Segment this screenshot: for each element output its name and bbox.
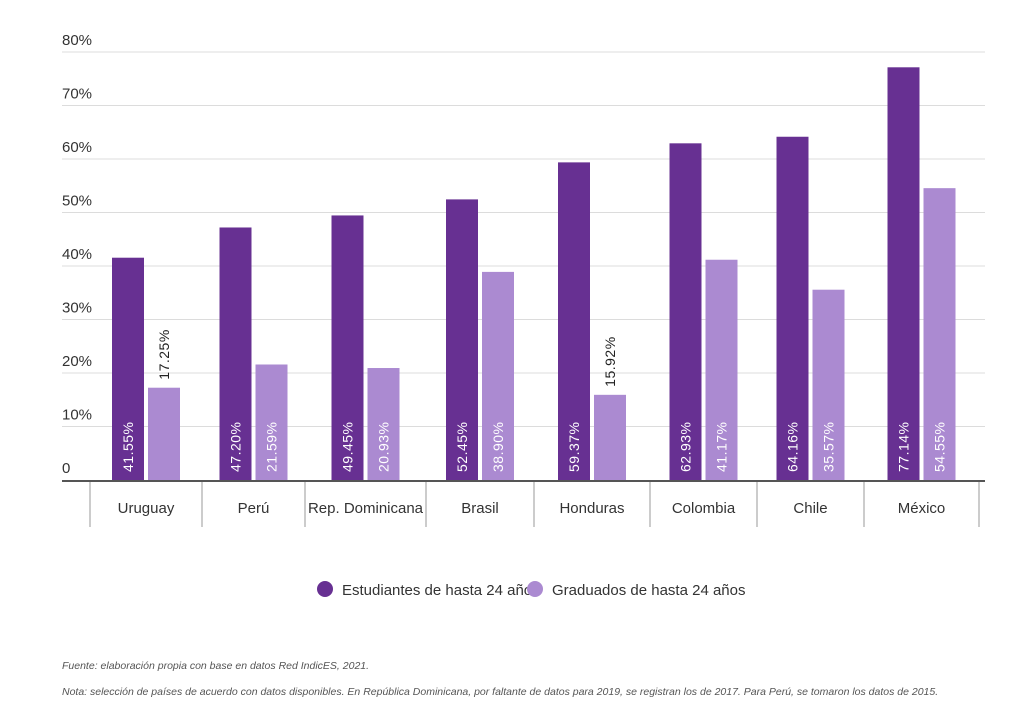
legend: Estudiantes de hasta 24 años Graduados de… xyxy=(317,581,745,599)
data-label: 20.93% xyxy=(376,422,392,472)
data-label: 21.59% xyxy=(264,422,280,472)
bar-estudiantes xyxy=(446,199,478,480)
x-tick-label: México xyxy=(898,500,946,517)
bar-graduados xyxy=(255,364,288,480)
data-label: 64.16% xyxy=(785,422,801,472)
data-label: 77.14% xyxy=(896,422,912,472)
bar-graduados xyxy=(812,289,845,480)
data-label: 59.37% xyxy=(566,422,582,472)
data-label: 38.90% xyxy=(490,422,506,472)
bar-estudiantes xyxy=(669,143,702,480)
bar-graduados xyxy=(594,394,626,480)
bar-estudiantes xyxy=(776,136,809,480)
bar-graduados xyxy=(923,188,956,480)
y-tick-label: 0 xyxy=(62,460,70,477)
x-axis xyxy=(62,480,985,527)
y-tick-label: 70% xyxy=(62,86,92,103)
data-label: 49.45% xyxy=(340,422,356,472)
legend-swatch xyxy=(527,581,543,597)
bar-graduados xyxy=(482,271,514,480)
y-tick-label: 40% xyxy=(62,246,92,263)
x-tick-label: Colombia xyxy=(672,500,736,517)
bar-graduados xyxy=(367,368,400,480)
data-label: 41.17% xyxy=(714,422,730,472)
x-tick-label: Rep. Dominicana xyxy=(308,500,424,517)
x-tick-label: Perú xyxy=(238,500,270,517)
y-tick-label: 20% xyxy=(62,353,92,370)
bar-estudiantes xyxy=(112,257,144,480)
y-tick-label: 80% xyxy=(62,32,92,49)
data-label: 35.57% xyxy=(821,422,837,472)
data-label: 54.55% xyxy=(932,422,948,472)
bars: 41.55% 17.25% 47.20% 21.59% 49.45% 20.93% 52.4… xyxy=(112,67,956,481)
legend-label: Estudiantes de hasta 24 años xyxy=(342,582,540,599)
source-note: Fuente: elaboración propia con base en d… xyxy=(62,660,370,672)
data-label: 47.20% xyxy=(228,422,244,472)
x-tick-label: Chile xyxy=(793,500,827,517)
y-tick-label: 30% xyxy=(62,300,92,317)
data-label: 15.92% xyxy=(602,336,618,386)
x-tick-label: Honduras xyxy=(559,500,624,517)
bar-graduados xyxy=(705,259,738,480)
data-label: 62.93% xyxy=(678,422,694,472)
y-tick-label: 60% xyxy=(62,139,92,156)
data-label: 52.45% xyxy=(454,422,470,472)
data-label: 41.55% xyxy=(120,422,136,472)
gridlines xyxy=(62,51,985,427)
bar-estudiantes xyxy=(887,67,920,481)
bar-estudiantes xyxy=(219,227,252,480)
data-label: 17.25% xyxy=(156,329,172,379)
x-tick-label: Uruguay xyxy=(118,500,175,517)
y-tick-label: 10% xyxy=(62,407,92,424)
y-tick-label: 50% xyxy=(62,193,92,210)
bar-estudiantes xyxy=(558,162,590,481)
methodology-note: Nota: selección de países de acuerdo con… xyxy=(62,686,939,698)
x-axis-ticks: Uruguay Perú Rep. Dominicana Brasil Honduras… xyxy=(118,500,946,517)
x-tick-label: Brasil xyxy=(461,500,499,517)
legend-swatch xyxy=(317,581,333,597)
bar-estudiantes xyxy=(331,215,364,480)
bar-graduados xyxy=(148,387,180,480)
y-axis-ticks: 0 10% 20% 30% 40% 50% 60% 70% 80% xyxy=(62,32,92,477)
legend-label: Graduados de hasta 24 años xyxy=(552,582,745,599)
